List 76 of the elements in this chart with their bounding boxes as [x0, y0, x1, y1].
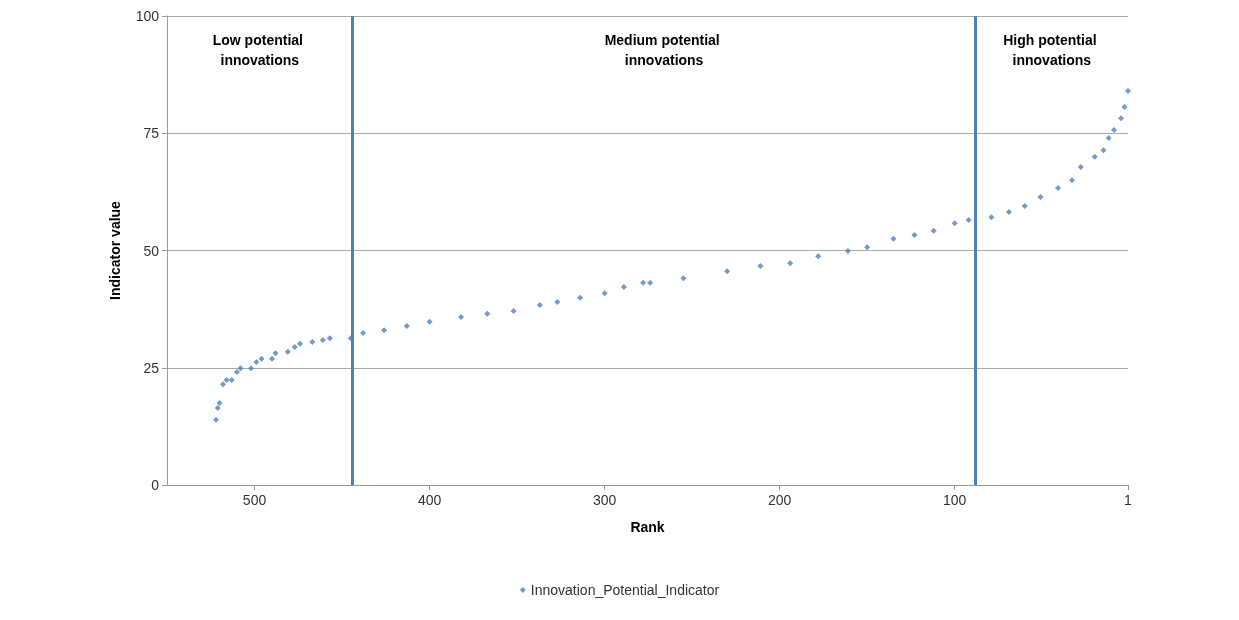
point	[787, 260, 794, 267]
point	[757, 262, 764, 269]
x-tick-label: 500	[242, 492, 267, 508]
point	[930, 227, 937, 234]
point	[269, 355, 276, 362]
point	[620, 284, 627, 291]
point	[258, 355, 265, 362]
point	[216, 399, 223, 406]
point	[253, 359, 260, 366]
point	[1037, 194, 1044, 201]
x-tick-label: 400	[417, 492, 442, 508]
point	[403, 323, 410, 330]
y-tick-label: 25	[143, 359, 160, 376]
point	[326, 335, 333, 342]
point	[1111, 126, 1117, 133]
x-tick-label: 100	[943, 492, 967, 508]
point	[724, 268, 731, 275]
point	[1068, 177, 1075, 184]
point	[213, 416, 220, 423]
point	[1077, 164, 1084, 171]
x-tick-label: 1	[1124, 492, 1133, 508]
point	[228, 376, 235, 383]
point	[911, 232, 918, 239]
y-axis-title: Indicator value	[107, 200, 123, 300]
legend-label: Innovation_Potential_Indicator	[530, 582, 720, 598]
point	[360, 330, 367, 337]
point	[554, 299, 561, 306]
point	[1054, 185, 1061, 192]
point	[601, 290, 608, 297]
y-tick-label: 100	[135, 8, 160, 24]
point	[647, 279, 654, 286]
y-tick-label: 50	[143, 242, 160, 259]
annotation: High potential innovations	[1003, 32, 1101, 68]
point	[1005, 209, 1012, 216]
point	[640, 279, 647, 286]
point	[951, 220, 958, 227]
point	[1118, 115, 1124, 122]
y-tick-label: 0	[151, 477, 160, 493]
point	[214, 405, 221, 412]
point	[1121, 103, 1128, 110]
point	[815, 253, 822, 260]
point	[426, 318, 433, 325]
annotation: Low potential innovations	[212, 32, 307, 68]
point	[220, 381, 227, 388]
point	[988, 214, 995, 221]
point	[1100, 147, 1107, 154]
point	[223, 376, 230, 383]
point	[237, 365, 244, 372]
point	[844, 247, 851, 254]
point	[381, 327, 388, 334]
annotation: Medium potential innovations	[604, 32, 724, 68]
point	[965, 217, 972, 224]
y-tick-label: 75	[143, 125, 160, 142]
point	[1091, 153, 1098, 160]
point	[1125, 88, 1131, 95]
point	[510, 308, 517, 314]
x-axis-title: Rank	[630, 519, 665, 535]
point	[536, 301, 543, 308]
point	[1105, 134, 1112, 141]
point	[297, 340, 304, 347]
point	[484, 310, 491, 317]
x-tick-label: 300	[592, 492, 617, 508]
point	[291, 344, 298, 351]
point	[890, 235, 897, 242]
point	[1021, 202, 1028, 209]
point	[680, 275, 687, 282]
point	[319, 337, 326, 344]
point	[284, 348, 291, 355]
point	[577, 294, 584, 301]
x-tick-label: 200	[767, 492, 792, 508]
point	[248, 365, 255, 372]
point	[272, 350, 279, 357]
point	[458, 314, 465, 321]
point	[864, 244, 871, 251]
point	[309, 338, 316, 345]
point	[234, 368, 241, 375]
